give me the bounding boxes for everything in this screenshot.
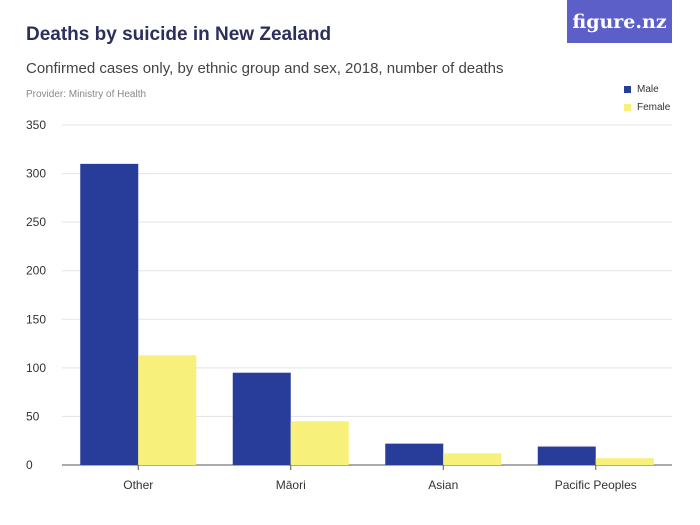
y-tick-label: 150 xyxy=(26,312,46,326)
y-tick-label: 50 xyxy=(26,409,40,423)
x-tick-label: Pacific Peoples xyxy=(555,478,637,492)
y-tick-label: 300 xyxy=(26,167,46,181)
chart-title: Deaths by suicide in New Zealand xyxy=(26,24,332,45)
figure-nz-logo[interactable]: figure.nz xyxy=(567,0,672,43)
y-tick-label: 250 xyxy=(26,215,46,229)
y-tick-label: 200 xyxy=(26,264,46,278)
legend-label-male: Male xyxy=(637,83,659,95)
legend-swatch-female xyxy=(624,103,631,111)
bar-male-0 xyxy=(80,163,139,465)
x-tick-label: Other xyxy=(123,478,153,492)
chart-provider: Provider: Ministry of Health xyxy=(26,89,147,100)
bar-male-3 xyxy=(537,446,596,465)
y-tick-label: 0 xyxy=(26,458,33,472)
chart-legend: Male Female xyxy=(624,80,670,116)
x-tick-label: Asian xyxy=(428,478,458,492)
y-tick-label: 350 xyxy=(26,118,46,132)
legend-item-male: Male xyxy=(624,80,670,98)
legend-label-female: Female xyxy=(637,101,671,113)
x-tick-label: Māori xyxy=(276,478,306,492)
bar-female-3 xyxy=(595,458,654,465)
legend-swatch-male xyxy=(624,85,631,93)
bar-female-1 xyxy=(290,421,349,465)
y-tick-label: 100 xyxy=(26,361,46,375)
bar-female-2 xyxy=(443,453,502,465)
bar-male-1 xyxy=(232,372,291,465)
bar-female-0 xyxy=(138,355,197,465)
legend-item-female: Female xyxy=(624,98,670,116)
chart-subtitle: Confirmed cases only, by ethnic group an… xyxy=(26,60,504,77)
bar-male-2 xyxy=(385,443,444,465)
